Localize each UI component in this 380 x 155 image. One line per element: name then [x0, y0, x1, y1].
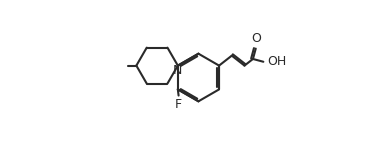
Text: F: F: [175, 98, 182, 111]
Text: N: N: [173, 64, 182, 77]
Text: O: O: [251, 32, 261, 45]
Text: OH: OH: [267, 55, 287, 68]
